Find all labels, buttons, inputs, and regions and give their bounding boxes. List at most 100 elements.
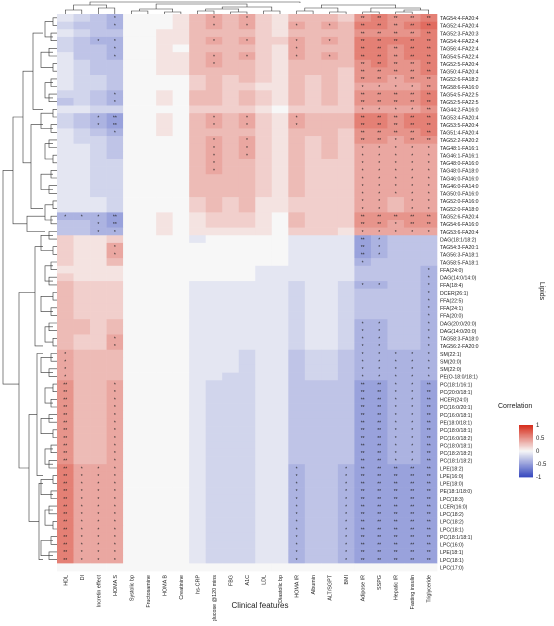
heatmap-cell [205, 113, 223, 122]
heatmap-cell [57, 151, 74, 160]
heatmap-cell [189, 75, 206, 83]
heatmap-cell [304, 143, 322, 152]
significance-marker: * [411, 352, 413, 358]
significance-marker: * [114, 245, 116, 251]
heatmap-cell [90, 464, 107, 473]
heatmap-cell [420, 174, 438, 183]
heatmap-cell [304, 334, 322, 343]
heatmap-cell [238, 67, 256, 76]
heatmap-cell [387, 21, 405, 30]
heatmap-cell [370, 250, 388, 259]
heatmap-cell [337, 494, 355, 503]
heatmap-cell [106, 487, 124, 495]
significance-marker: * [114, 16, 116, 22]
significance-marker: * [378, 375, 380, 381]
significance-marker: ** [410, 543, 414, 549]
significance-marker: * [362, 344, 364, 350]
heatmap-cell [139, 281, 157, 289]
heatmap-cell [205, 441, 223, 450]
heatmap-cell [354, 311, 372, 320]
heatmap-cell [156, 334, 173, 343]
heatmap-cell [90, 525, 107, 534]
significance-marker: * [395, 138, 397, 144]
heatmap-cell [370, 212, 388, 221]
heatmap-cell [321, 364, 339, 373]
significance-marker: * [64, 352, 66, 358]
significance-marker: ** [63, 428, 67, 434]
heatmap-cell [337, 143, 355, 152]
heatmap-cell [156, 303, 173, 312]
heatmap-cell [73, 136, 91, 145]
heatmap-cell [255, 212, 273, 221]
heatmap-cell [255, 227, 273, 236]
significance-marker: ** [361, 253, 365, 259]
row-label: FFA(18:4) [440, 283, 463, 289]
significance-marker: * [81, 489, 83, 495]
significance-marker: * [296, 520, 298, 526]
heatmap-cell [354, 212, 372, 221]
heatmap-cell [106, 52, 124, 61]
significance-marker: * [296, 504, 298, 510]
significance-marker: * [213, 153, 215, 159]
dendrogram-branch [89, 1, 301, 5]
heatmap-cell [420, 319, 438, 328]
heatmap-cell [123, 52, 140, 61]
significance-marker: ** [427, 100, 431, 106]
heatmap-cell [222, 441, 240, 450]
heatmap-cell [106, 136, 124, 145]
heatmap-cell [337, 311, 355, 320]
significance-marker: ** [63, 504, 67, 510]
significance-marker: * [64, 359, 66, 365]
heatmap-cell [370, 380, 388, 389]
heatmap-cell [255, 21, 273, 30]
significance-marker: * [97, 543, 99, 549]
heatmap-cell [255, 296, 273, 305]
legend-swatch [519, 438, 533, 440]
column-label: Diastolic bp [278, 575, 284, 603]
heatmap-cell [238, 105, 256, 114]
heatmap-cell [420, 212, 438, 221]
heatmap-cell [189, 334, 206, 343]
heatmap-cell [205, 143, 223, 152]
heatmap-cell [271, 204, 289, 213]
heatmap-cell [57, 380, 74, 389]
heatmap-cell [172, 197, 190, 206]
heatmap-cell [189, 487, 206, 495]
dendrogram-branch [40, 235, 53, 251]
heatmap-cell [238, 563, 256, 572]
heatmap-cell [288, 151, 306, 160]
significance-marker: ** [427, 390, 431, 396]
heatmap-cell [420, 52, 438, 61]
heatmap-cell [288, 288, 306, 297]
heatmap-cell [370, 342, 388, 351]
heatmap-cell [321, 151, 339, 160]
x-axis-label: Clinical features [232, 601, 289, 610]
heatmap-cell [387, 403, 405, 412]
heatmap-cell [139, 120, 157, 129]
significance-marker: ** [377, 451, 381, 457]
significance-marker: * [428, 352, 430, 358]
heatmap-cell [354, 395, 372, 404]
heatmap-cell [321, 128, 339, 137]
row-label: TAG48:0-FA18:0 [440, 169, 479, 175]
heatmap-cell [57, 464, 74, 473]
heatmap-cell [90, 265, 107, 274]
heatmap-cell [156, 166, 173, 175]
heatmap-cell [387, 311, 405, 320]
heatmap-cell [172, 448, 190, 457]
heatmap-cell [222, 433, 240, 442]
heatmap-cell [222, 464, 240, 473]
significance-marker: * [411, 436, 413, 442]
heatmap-cell [321, 303, 339, 312]
heatmap-cell [370, 29, 388, 38]
heatmap-cell [370, 166, 388, 175]
significance-marker: * [362, 146, 364, 152]
heatmap-cell [238, 75, 256, 83]
heatmap-cell [139, 540, 157, 549]
heatmap-cell [370, 410, 388, 419]
heatmap-cell [73, 288, 91, 297]
heatmap-cell [123, 75, 140, 83]
heatmap-cell [354, 487, 372, 495]
heatmap-cell [156, 189, 173, 198]
significance-marker: * [296, 115, 298, 121]
